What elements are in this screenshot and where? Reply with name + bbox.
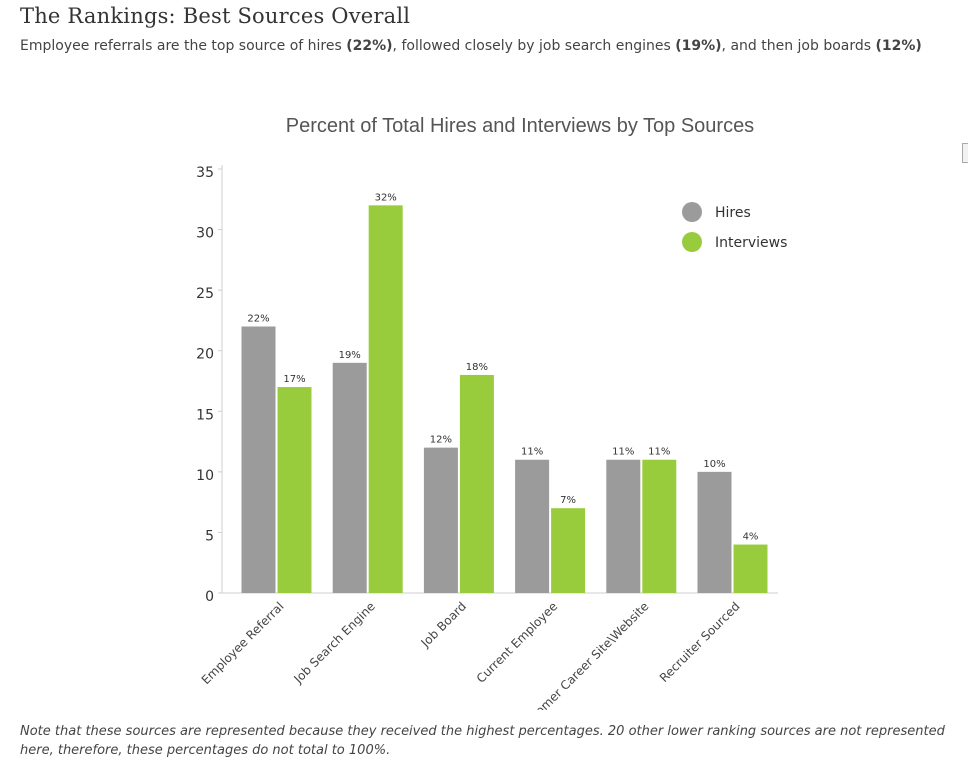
y-tick-label: 35 (196, 165, 214, 181)
bar-value-label: 7% (560, 495, 576, 506)
chart-title: Percent of Total Hires and Interviews by… (285, 115, 755, 137)
y-tick-label: 5 (205, 528, 214, 544)
subtitle-bold-3: (12%) (875, 38, 922, 54)
subtitle-text-1: Employee referrals are the top source of… (20, 38, 347, 54)
x-tick-label: Recruiter Sourced (657, 599, 743, 685)
legend-label-hires: Hires (715, 205, 751, 221)
y-tick-label: 25 (196, 286, 214, 302)
bar-value-label: 11% (648, 447, 670, 458)
legend-label-interviews: Interviews (715, 235, 787, 251)
bar-value-label: 11% (612, 447, 634, 458)
bar-value-label: 22% (247, 313, 269, 324)
x-tick-label: Current Employee (474, 599, 560, 685)
scrollbar-handle[interactable] (962, 143, 968, 163)
bar-interviews (368, 205, 403, 593)
page-title: The Rankings: Best Sources Overall (20, 4, 411, 28)
y-tick-label: 10 (196, 468, 214, 484)
bar-value-label: 11% (521, 447, 543, 458)
x-tick-label: Job Search Engine (291, 599, 378, 686)
bar-chart: 0 5 10 15 20 25 30 35 22% 17% Employee Referral 19%… (196, 165, 787, 710)
y-tick-label: 0 (205, 589, 214, 605)
bar-hires (241, 326, 276, 593)
chart-container: Percent of Total Hires and Interviews by… (0, 100, 968, 710)
bar-interviews (551, 508, 586, 593)
subtitle-text-2: , followed closely by job search engines (392, 38, 676, 54)
x-tick-label: Employee Referral (199, 599, 287, 687)
bar-interviews (642, 459, 677, 593)
y-tick-label: 30 (196, 226, 214, 242)
bar-interviews (277, 387, 312, 593)
bar-value-label: 18% (466, 362, 488, 373)
bar-value-label: 12% (430, 435, 452, 446)
bar-value-label: 32% (375, 192, 397, 203)
y-tick-label: 20 (196, 347, 214, 363)
bar-hires (606, 459, 641, 593)
legend-swatch-interviews (682, 232, 702, 252)
bar-hires (332, 362, 367, 593)
subtitle-bold-2: (19%) (675, 38, 722, 54)
subtitle-bold-1: (22%) (346, 38, 393, 54)
legend-swatch-hires (682, 202, 702, 222)
bar-hires (515, 459, 550, 593)
bar-interviews (459, 374, 494, 593)
bar-value-label: 10% (703, 459, 725, 470)
bar-interviews (733, 544, 768, 593)
bar-value-label: 4% (743, 532, 759, 543)
y-tick-label: 15 (196, 407, 214, 423)
bar-hires (423, 447, 458, 593)
x-tick-label: Job Board (418, 599, 469, 650)
subtitle-text-3: , and then job boards (721, 38, 876, 54)
bar-value-label: 19% (339, 350, 361, 361)
footnote: Note that these sources are represented … (20, 724, 945, 758)
bar-value-label: 17% (283, 374, 305, 385)
bar-hires (697, 471, 732, 593)
page-subtitle: Employee referrals are the top source of… (20, 38, 922, 54)
